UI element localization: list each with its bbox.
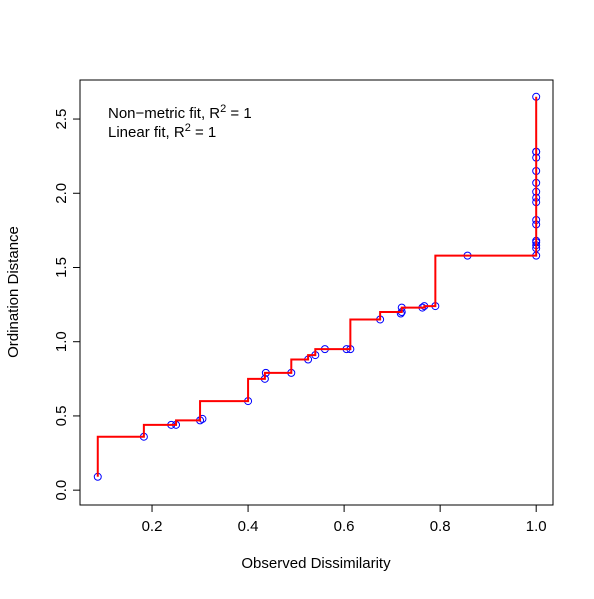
annotation-text: Non−metric fit, R [108, 105, 220, 122]
x-tick-label: 0.2 [142, 518, 163, 535]
x-tick-label: 0.8 [430, 518, 451, 535]
annotation: Linear fit, R2 = 1 [108, 122, 216, 141]
data-point [198, 414, 207, 423]
x-tick-label: 0.4 [238, 518, 259, 535]
annotation-text: = 1 [226, 105, 251, 122]
y-tick-label: 2.5 [53, 109, 70, 130]
fit-step-line [96, 96, 538, 477]
annotation-text: Linear fit, R [108, 124, 185, 141]
x-tick-label: 0.6 [334, 518, 355, 535]
y-tick-label: 1.5 [53, 257, 70, 278]
annotation: Non−metric fit, R2 = 1 [108, 103, 252, 122]
y-tick-label: 0.5 [53, 406, 70, 427]
annotation-superscript: 2 [220, 103, 226, 115]
y-tick-label: 2.0 [53, 183, 70, 204]
y-axis-label: Ordination Distance [5, 226, 22, 358]
y-tick-label: 0.0 [53, 480, 70, 501]
y-tick-label: 1.0 [53, 331, 70, 352]
annotation-superscript: 2 [185, 122, 191, 134]
annotation-text: = 1 [191, 124, 216, 141]
x-tick-label: 1.0 [526, 518, 547, 535]
plot-frame [79, 79, 554, 506]
x-axis-label: Observed Dissimilarity [241, 555, 391, 572]
